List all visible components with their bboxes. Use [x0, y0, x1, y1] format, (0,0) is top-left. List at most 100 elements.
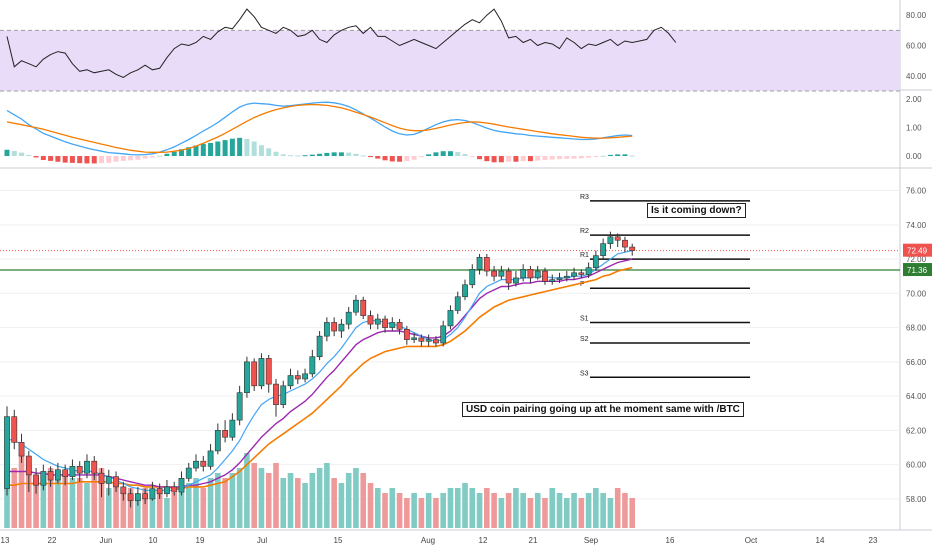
macd-histogram-bar	[142, 156, 148, 159]
volume-bar	[593, 488, 599, 528]
x-tick-label: 21	[529, 536, 538, 545]
volume-bar	[11, 468, 18, 528]
macd-histogram-bar	[171, 151, 177, 157]
macd-histogram-bar	[215, 141, 221, 157]
candle-body	[447, 310, 454, 327]
volume-bar	[374, 488, 381, 528]
macd-histogram-bar	[469, 156, 475, 158]
macd-histogram-bar	[120, 156, 126, 161]
price-tick-label: 64.00	[906, 392, 927, 401]
macd-histogram-bar	[404, 156, 410, 162]
macd-histogram-bar	[571, 156, 577, 159]
x-tick-label: 22	[48, 536, 57, 545]
macd-histogram-bar	[375, 156, 381, 159]
volume-bar	[26, 463, 32, 528]
candle-body	[622, 239, 628, 248]
volume-bar	[549, 488, 556, 528]
macd-histogram-bar	[498, 156, 504, 163]
macd-histogram-bar	[128, 156, 134, 161]
support-badge	[903, 263, 932, 277]
pivot-label: R3	[580, 194, 589, 201]
candle-body	[433, 339, 439, 344]
macd-histogram-bar	[113, 156, 119, 162]
x-tick-label: 23	[869, 536, 878, 545]
volume-bar	[505, 493, 512, 528]
candle-body	[629, 246, 636, 251]
macd-histogram-bar	[288, 155, 294, 157]
x-tick-label: Oct	[745, 536, 758, 545]
macd-histogram-bar	[193, 145, 199, 157]
pivot-label: P	[580, 281, 585, 288]
volume-bar	[447, 488, 454, 528]
candle-body	[374, 318, 381, 325]
candle-body	[476, 257, 483, 270]
x-tick-label: 14	[816, 536, 825, 545]
candle-body	[614, 236, 621, 241]
macd-histogram-bar	[484, 156, 490, 162]
macd-histogram-bar	[244, 138, 250, 157]
volume-bar	[331, 478, 337, 528]
volume-bar	[280, 478, 287, 528]
x-tick-label: 13	[1, 536, 10, 545]
macd-histogram-bar	[346, 152, 352, 157]
volume-bar	[135, 493, 141, 528]
macd-histogram-bar	[426, 154, 432, 157]
candle-body	[592, 255, 599, 268]
candle-body	[338, 323, 345, 332]
volume-bar	[84, 483, 90, 528]
macd-histogram-bar	[309, 154, 315, 157]
volume-bar	[251, 463, 257, 528]
volume-bar	[360, 473, 367, 528]
price-tick-label: 66.00	[906, 358, 927, 367]
volume-bar	[302, 483, 308, 528]
rsi-tick-label: 60.00	[906, 42, 927, 51]
volume-bar	[476, 493, 483, 528]
volume-bar	[418, 498, 425, 528]
volume-bar	[200, 488, 207, 528]
volume-bar	[149, 493, 156, 528]
candle-body	[440, 325, 447, 344]
macd-histogram-bar	[418, 156, 424, 158]
candle-body	[200, 460, 207, 467]
pivot-label: S3	[580, 370, 589, 377]
macd-histogram-bar	[69, 156, 75, 163]
candle-body	[367, 315, 374, 325]
rsi-tick-label: 80.00	[906, 11, 927, 20]
pivot-label: R1	[580, 252, 589, 259]
candle-body	[105, 476, 112, 484]
x-tick-label: Jun	[100, 536, 113, 545]
candle-body	[534, 270, 541, 279]
candle-body	[244, 361, 250, 393]
volume-bar	[607, 498, 614, 528]
candle-body	[76, 466, 83, 474]
candle-body	[69, 466, 76, 477]
volume-bar	[338, 483, 345, 528]
candle-body	[505, 270, 512, 284]
volume-bar	[69, 478, 76, 528]
macd-histogram-bar	[433, 152, 439, 157]
candle-body	[280, 385, 287, 405]
annotation-coming-down[interactable]: Is it coming down?	[647, 203, 746, 218]
macd-line	[6, 101, 633, 156]
macd-histogram-bar	[157, 155, 163, 157]
candle-body	[134, 493, 141, 501]
volume-bar	[215, 473, 221, 528]
volume-bar	[164, 498, 170, 528]
volume-bar	[585, 493, 592, 528]
macd-histogram-bar	[324, 152, 330, 157]
candle-body	[360, 299, 367, 316]
candle-body	[193, 460, 199, 469]
macd-histogram-bar	[317, 153, 323, 157]
candle-body	[549, 279, 556, 282]
last-price-label: 72.49	[907, 247, 928, 256]
candle-body	[563, 275, 570, 279]
candle-body	[331, 322, 338, 332]
volume-bar	[91, 473, 98, 528]
volume-bar	[520, 493, 526, 528]
x-tick-label: Jul	[257, 536, 267, 545]
candle-body	[607, 236, 614, 244]
candle-body	[403, 329, 410, 340]
annotation-usd-pairing[interactable]: USD coin pairing going up att he moment …	[462, 402, 744, 417]
candle-body	[323, 322, 330, 337]
